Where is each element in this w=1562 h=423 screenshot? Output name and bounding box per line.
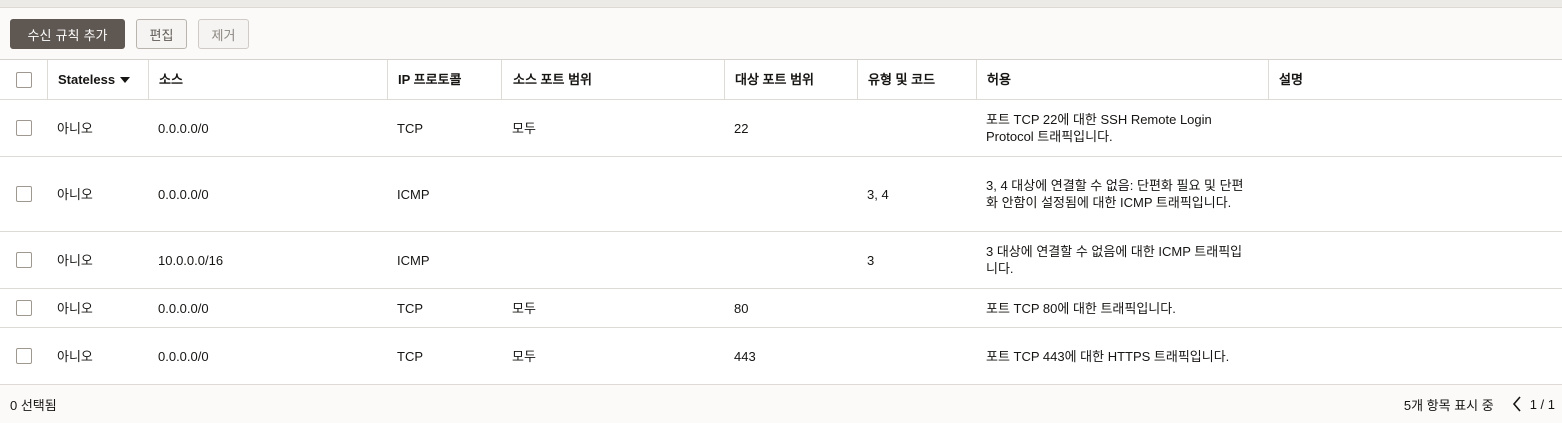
column-header-protocol: IP 프로토콜	[387, 60, 501, 99]
column-label: 대상 포트 범위	[735, 72, 814, 87]
column-header-destination-ports: 대상 포트 범위	[724, 60, 857, 99]
column-label: 소스	[159, 72, 183, 87]
cell-allow: 포트 TCP 22에 대한 SSH Remote Login Protocol …	[986, 112, 1212, 144]
cell-description	[1268, 100, 1562, 156]
column-header-source: 소스	[148, 60, 387, 99]
table-footer: 0 선택됨 5개 항목 표시 중 1 / 1	[0, 385, 1562, 423]
cell-source-ports	[501, 157, 724, 231]
column-label: 유형 및 코드	[868, 72, 936, 87]
row-select-cell	[0, 289, 47, 327]
cell-source: 0.0.0.0/0	[158, 348, 209, 364]
column-label: 소스 포트 범위	[513, 72, 592, 87]
table-row: 아니오 10.0.0.0/16 ICMP 3 3 대상에 연결할 수 없음에 대…	[0, 232, 1562, 289]
row-select-cell	[0, 157, 47, 231]
row-checkbox[interactable]	[15, 120, 32, 136]
table-row: 아니오 0.0.0.0/0 TCP 모두 80 포트 TCP 80에 대한 트래…	[0, 289, 1562, 328]
cell-protocol: TCP	[397, 300, 423, 316]
select-all-checkbox[interactable]	[15, 71, 32, 88]
row-select-cell	[0, 100, 47, 156]
cell-protocol: ICMP	[397, 186, 430, 202]
row-checkbox[interactable]	[15, 186, 32, 202]
table-header-row: Stateless 소스 IP 프로토콜 소스 포트 범위 대상 포트 범위 유…	[0, 60, 1562, 100]
row-select-cell	[0, 328, 47, 384]
cell-protocol: TCP	[397, 120, 423, 136]
cell-type-code	[857, 289, 976, 327]
cell-stateless: 아니오	[57, 120, 93, 136]
column-label: 설명	[1279, 72, 1303, 87]
cell-description	[1268, 289, 1562, 327]
pagination: 5개 항목 표시 중 1 / 1	[1404, 395, 1555, 414]
cell-source-ports: 모두	[512, 120, 536, 136]
cell-allow: 3 대상에 연결할 수 없음에 대한 ICMP 트래픽입니다.	[986, 244, 1243, 276]
remove-button[interactable]: 제거	[198, 19, 249, 49]
ingress-rules-table: Stateless 소스 IP 프로토콜 소스 포트 범위 대상 포트 범위 유…	[0, 59, 1562, 385]
cell-source-ports: 모두	[512, 300, 536, 316]
column-header-stateless[interactable]: Stateless	[47, 60, 148, 99]
row-checkbox[interactable]	[15, 300, 32, 316]
chevron-left-icon[interactable]	[1508, 395, 1526, 413]
cell-type-code: 3, 4	[867, 186, 889, 202]
row-select-cell	[0, 232, 47, 288]
selected-count: 0 선택됨	[10, 397, 57, 413]
cell-stateless: 아니오	[57, 252, 93, 268]
cell-source-ports	[501, 232, 724, 288]
add-ingress-rule-button[interactable]: 수신 규칙 추가	[10, 19, 125, 49]
cell-type-code: 3	[867, 252, 875, 268]
cell-destination-ports	[724, 232, 857, 288]
page-indicator: 1 / 1	[1529, 396, 1555, 412]
row-checkbox[interactable]	[15, 252, 32, 268]
cell-type-code	[857, 100, 976, 156]
cell-stateless: 아니오	[57, 186, 93, 202]
top-banner-strip	[0, 0, 1562, 8]
edit-button[interactable]: 편집	[136, 19, 187, 49]
table-row: 아니오 0.0.0.0/0 TCP 모두 22 포트 TCP 22에 대한 SS…	[0, 100, 1562, 157]
column-label: 허용	[987, 72, 1011, 87]
cell-source: 0.0.0.0/0	[158, 186, 209, 202]
cell-source: 10.0.0.0/16	[158, 252, 224, 268]
cell-type-code	[857, 328, 976, 384]
cell-description	[1268, 328, 1562, 384]
cell-destination-ports: 443	[734, 348, 756, 364]
column-header-source-ports: 소스 포트 범위	[501, 60, 724, 99]
table-row: 아니오 0.0.0.0/0 TCP 모두 443 포트 TCP 443에 대한 …	[0, 328, 1562, 385]
cell-source: 0.0.0.0/0	[158, 120, 209, 136]
column-label: Stateless	[58, 72, 116, 87]
select-all-cell	[0, 60, 47, 99]
row-checkbox[interactable]	[15, 348, 32, 364]
cell-allow: 포트 TCP 443에 대한 HTTPS 트래픽입니다.	[986, 348, 1230, 364]
cell-destination-ports: 22	[734, 120, 749, 136]
column-header-type-code: 유형 및 코드	[857, 60, 976, 99]
cell-protocol: TCP	[397, 348, 423, 364]
cell-stateless: 아니오	[57, 300, 93, 316]
column-label: IP 프로토콜	[398, 72, 462, 87]
sort-down-icon[interactable]	[120, 76, 131, 83]
cell-protocol: ICMP	[397, 252, 430, 268]
cell-description	[1268, 232, 1562, 288]
cell-allow: 3, 4 대상에 연결할 수 없음: 단편화 필요 및 단편화 안함이 설정됨에…	[986, 178, 1244, 210]
cell-description	[1268, 157, 1562, 231]
cell-stateless: 아니오	[57, 348, 93, 364]
column-header-description: 설명	[1268, 60, 1562, 99]
cell-destination-ports	[724, 157, 857, 231]
toolbar: 수신 규칙 추가 편집 제거	[10, 19, 249, 49]
column-header-allow: 허용	[976, 60, 1268, 99]
cell-destination-ports: 80	[734, 300, 749, 316]
table-row: 아니오 0.0.0.0/0 ICMP 3, 4 3, 4 대상에 연결할 수 없…	[0, 157, 1562, 232]
items-shown-label: 5개 항목 표시 중	[1403, 397, 1494, 413]
cell-source-ports: 모두	[512, 348, 536, 364]
cell-source: 0.0.0.0/0	[158, 300, 209, 316]
cell-allow: 포트 TCP 80에 대한 트래픽입니다.	[986, 300, 1176, 316]
